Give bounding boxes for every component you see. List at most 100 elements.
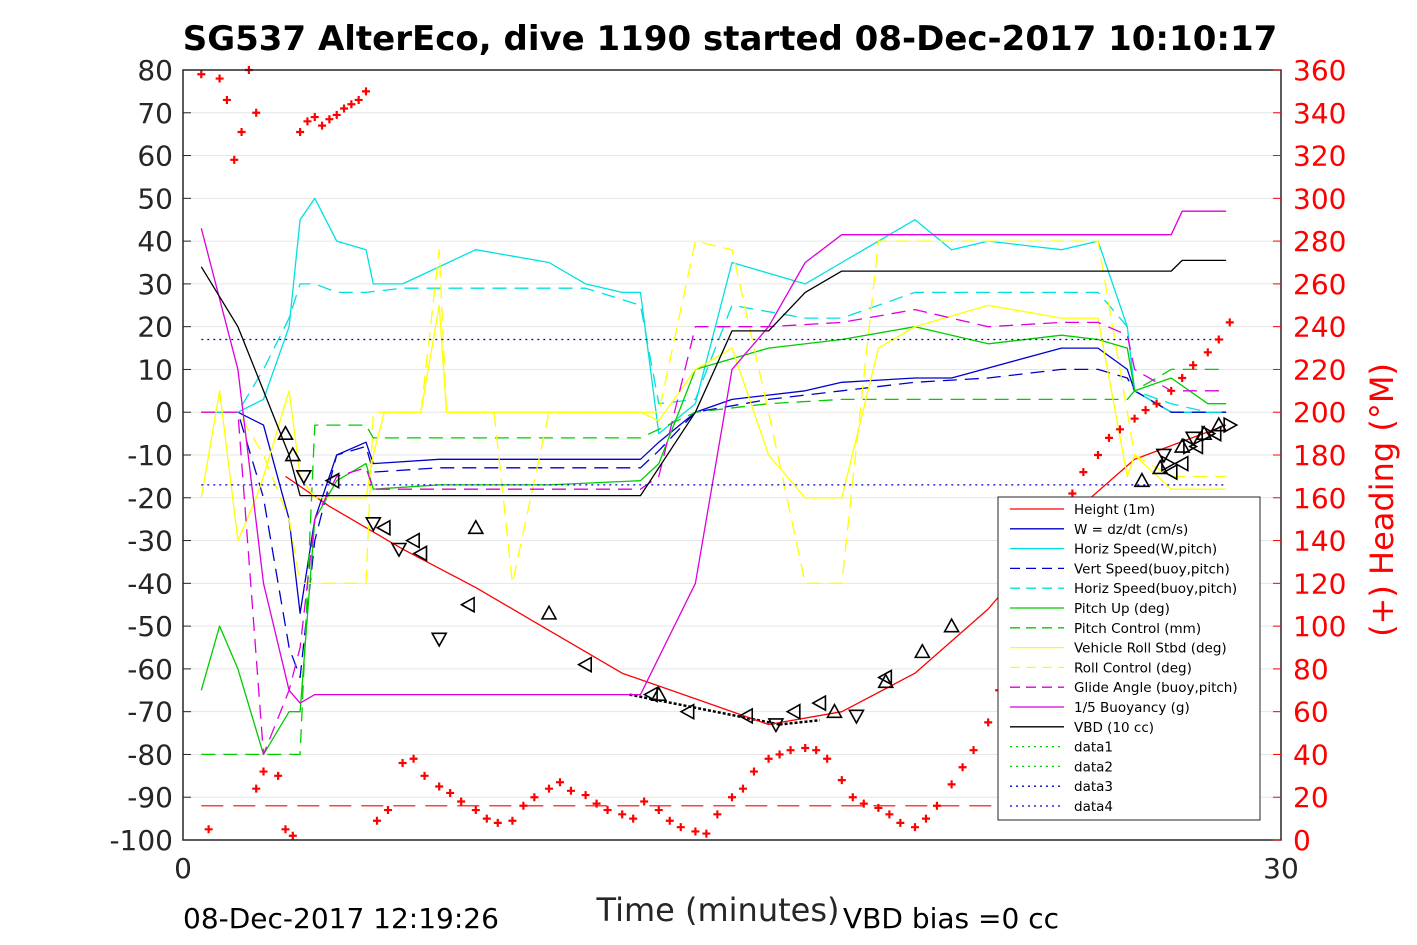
heading-point xyxy=(629,814,638,823)
left-y-axis: 80 70 60 50 40 30 20 10 0 -10 -20 -30 -40 -50 -60 -70 -8… xyxy=(109,54,191,857)
right-y-axis: 3603403203002802602402202001801601401201… xyxy=(1273,54,1346,857)
triangle-marker-up xyxy=(1210,416,1228,432)
heading-point xyxy=(398,759,407,767)
heading-point xyxy=(237,128,246,137)
legend-label: VBD (10 cc) xyxy=(1074,720,1154,736)
y2-tick-label: 320 xyxy=(1293,140,1346,173)
heading-point xyxy=(848,793,857,802)
triangle-marker-up xyxy=(826,703,843,719)
triangle-marker-right xyxy=(1161,455,1177,472)
triangle-marker-up xyxy=(1133,472,1151,488)
heading-point xyxy=(728,793,736,802)
heading-point xyxy=(786,746,795,755)
y2-tick-label: 80 xyxy=(1293,653,1329,686)
y-tick-label: 20 xyxy=(137,311,173,344)
heading-point xyxy=(566,786,575,795)
y-tick-label: -20 xyxy=(127,482,173,515)
legend-label: Vehicle Roll Stbd (deg) xyxy=(1074,641,1227,657)
triangle-marker-right xyxy=(1183,438,1199,455)
y2-tick-label: 340 xyxy=(1293,97,1346,130)
heading-point xyxy=(911,823,919,832)
series-line-8 xyxy=(201,240,1227,584)
heading-point xyxy=(420,771,429,780)
heading-point xyxy=(222,95,231,104)
heading-point xyxy=(259,767,268,776)
heading-point xyxy=(958,763,967,772)
y2-tick-label: 220 xyxy=(1293,353,1346,386)
y-tick-label: 40 xyxy=(137,225,173,258)
heading-point xyxy=(618,810,627,819)
triangle-marker-up xyxy=(943,617,960,633)
y2-tick-label: 20 xyxy=(1293,781,1329,814)
series-line-5 xyxy=(200,326,1227,756)
heading-point xyxy=(885,810,894,819)
footer-vbd-bias: VBD bias =0 cc xyxy=(843,902,1059,935)
triangle-marker-up xyxy=(284,446,302,462)
right-axis-label: (+) Heading (°M) xyxy=(1363,363,1401,637)
triangle-marker-up xyxy=(1151,459,1169,475)
triangle-marker-left xyxy=(1162,463,1178,481)
heading-point xyxy=(347,100,356,109)
heading-point xyxy=(665,816,674,825)
triangle-marker-left xyxy=(1173,455,1189,472)
triangle-marker-left xyxy=(404,532,420,549)
heading-point xyxy=(303,117,312,126)
heading-point xyxy=(947,780,956,789)
y-tick-label: 70 xyxy=(137,97,173,130)
y2-tick-label: 200 xyxy=(1293,396,1346,429)
heading-point xyxy=(1094,451,1102,459)
heading-point xyxy=(603,806,612,815)
heading-point xyxy=(372,816,381,825)
heading-point xyxy=(676,823,685,832)
heading-point xyxy=(252,784,261,793)
heading-point xyxy=(1130,414,1139,423)
heading-point xyxy=(1225,318,1234,327)
y2-tick-label: 300 xyxy=(1293,182,1346,215)
y-tick-label: 30 xyxy=(137,268,173,301)
heading-point xyxy=(215,74,224,83)
heading-point xyxy=(775,750,784,759)
triangle-marker-up xyxy=(540,604,558,620)
y2-tick-label: 100 xyxy=(1293,610,1346,643)
y-tick-label: 50 xyxy=(137,182,173,215)
series-line-6 xyxy=(201,368,1227,756)
heading-point xyxy=(1178,374,1187,382)
triangle-marker-down xyxy=(364,517,382,533)
series-line-7 xyxy=(200,304,1227,542)
triangle-marker-left xyxy=(1206,425,1222,442)
heading-point xyxy=(1189,361,1198,370)
y-tick-label: -50 xyxy=(127,610,173,643)
triangle-marker-down xyxy=(390,542,408,558)
y2-tick-label: 40 xyxy=(1293,738,1329,771)
heading-point xyxy=(1068,489,1077,498)
triangle-marker-left xyxy=(811,694,827,712)
heading-point xyxy=(1214,335,1223,344)
legend-label: Horiz Speed(W,pitch) xyxy=(1074,542,1217,558)
heading-point xyxy=(812,746,821,755)
legend-label: Pitch Up (deg) xyxy=(1074,601,1170,617)
heading-point xyxy=(204,825,213,834)
legend: Height (1m) W = dz/dt (cm/s) Horiz Speed(W… xyxy=(997,496,1261,821)
heading-point xyxy=(274,771,283,780)
heading-point xyxy=(318,121,327,130)
heading-point xyxy=(691,827,700,836)
triangle-marker-down xyxy=(848,709,865,725)
y2-tick-label: 120 xyxy=(1293,567,1346,600)
heading-point xyxy=(340,104,349,113)
y-tick-label: -100 xyxy=(109,824,173,857)
x-tick-label: 0 xyxy=(174,852,192,885)
triangle-marker-left xyxy=(642,686,658,703)
heading-point xyxy=(764,754,773,763)
heading-point xyxy=(654,806,663,815)
triangle-marker-right xyxy=(1223,416,1239,434)
y2-tick-label: 0 xyxy=(1293,824,1311,857)
series-line-11 xyxy=(200,259,1227,497)
triangle-marker-down xyxy=(1155,448,1173,464)
heading-point xyxy=(281,825,290,834)
series-line-3 xyxy=(201,368,1227,679)
heading-point xyxy=(252,108,261,117)
heading-point xyxy=(801,744,810,753)
x-axis-label: Time (minutes) xyxy=(596,891,840,929)
legend-label: Roll Control (deg) xyxy=(1074,660,1192,676)
